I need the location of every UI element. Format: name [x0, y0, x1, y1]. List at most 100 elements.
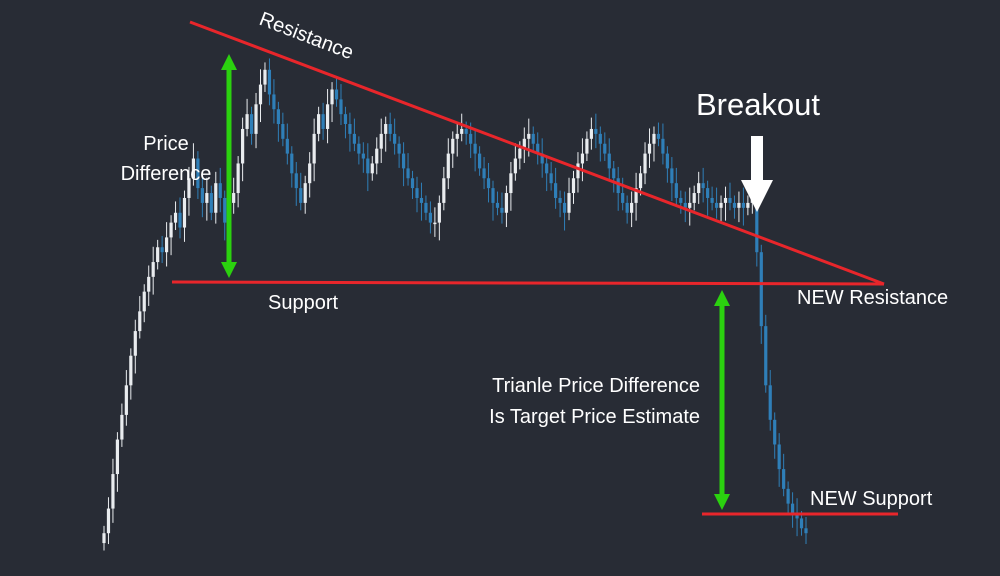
candle-body [419, 197, 424, 203]
candle-body [477, 153, 482, 169]
candle-body [531, 133, 535, 144]
candle-body [258, 84, 263, 105]
candle-body [674, 183, 678, 198]
candle-body [147, 276, 151, 292]
breakout-label: Breakout [696, 87, 820, 122]
candle-body [661, 138, 665, 154]
candle-body [701, 183, 705, 189]
support-label: Support [268, 292, 338, 314]
candle-body [272, 94, 276, 110]
breakout-arrow-icon [741, 136, 773, 212]
candle-body [401, 153, 406, 169]
candle-body [504, 193, 509, 213]
candle-body [361, 153, 365, 159]
candle-body [214, 183, 218, 213]
candle-body [111, 474, 115, 509]
candle-body [334, 89, 339, 100]
candle-body [773, 419, 777, 445]
candle-body [719, 202, 723, 208]
candle-body [683, 202, 687, 208]
candle-body [486, 178, 491, 189]
candle-body [755, 193, 759, 253]
candle-body [442, 178, 446, 203]
candle-body [571, 178, 576, 194]
candle-body [688, 202, 692, 208]
candle-body [232, 193, 236, 203]
candle-body [415, 188, 419, 198]
candle-body [656, 133, 661, 139]
candle-body [249, 114, 254, 134]
candle-body [285, 138, 289, 154]
candle-body [612, 168, 616, 179]
candle-body [549, 173, 553, 184]
candle-body [500, 207, 504, 213]
candle-body [263, 69, 267, 85]
candle-body [759, 252, 763, 327]
candle-body [281, 124, 285, 139]
candle-body [325, 104, 330, 129]
candle-body [764, 326, 768, 386]
candle-body [652, 133, 656, 144]
candle-body [643, 153, 647, 174]
candle-body [303, 183, 307, 203]
candle-body [375, 148, 379, 164]
candle-body [267, 69, 272, 95]
candle-body [799, 518, 804, 529]
candle-body [379, 133, 383, 149]
candle-body [410, 178, 415, 189]
candle-body [182, 197, 187, 228]
candle-body [795, 513, 799, 519]
candle-body [576, 163, 580, 179]
candle-body [545, 163, 549, 174]
candle-body [357, 143, 361, 154]
candle-body [580, 153, 585, 164]
candle-body [536, 143, 540, 154]
candle-body [647, 143, 652, 154]
candle-body [616, 178, 620, 194]
candle-body [451, 138, 455, 154]
candle-body [607, 153, 611, 169]
candle-body [160, 247, 164, 253]
candle-body [191, 158, 196, 179]
candle-body [558, 197, 562, 203]
candle-body [728, 197, 732, 203]
candle-body [200, 188, 204, 203]
candle-body [312, 133, 316, 164]
candle-body [178, 212, 182, 228]
candle-body [446, 153, 450, 179]
candle-body [187, 178, 191, 198]
candle-body [790, 503, 795, 514]
candle-body [437, 202, 441, 223]
candle-body [352, 133, 356, 144]
resistance-line [189, 20, 885, 286]
candle-body [290, 153, 294, 174]
candle-body [115, 439, 120, 475]
candle-body [554, 183, 558, 198]
candle-body [120, 414, 124, 440]
resistance-label: Resistance [256, 8, 356, 64]
candle-body [782, 469, 786, 489]
candle-body [397, 143, 401, 154]
candle-body [294, 173, 298, 189]
candle-body [343, 114, 348, 125]
candle-body [768, 385, 772, 420]
candle-body [393, 133, 397, 144]
candle-body [321, 114, 325, 129]
candle-body [567, 193, 571, 213]
candle-body [428, 212, 433, 223]
price-difference-label-line2: Difference [121, 163, 212, 185]
candle-body [348, 124, 352, 134]
candle-body [129, 355, 133, 386]
candle-body [406, 168, 410, 179]
candle-body [299, 188, 303, 203]
candle-body [173, 212, 178, 223]
candle-body [522, 138, 526, 149]
target-price-label-line1: Trianle Price Difference [492, 375, 700, 397]
candle-body [308, 163, 312, 184]
candle-body [737, 202, 741, 208]
candle-body [518, 148, 522, 159]
candle-body [133, 331, 137, 356]
candle-body [513, 158, 517, 174]
candle-body [254, 104, 258, 134]
